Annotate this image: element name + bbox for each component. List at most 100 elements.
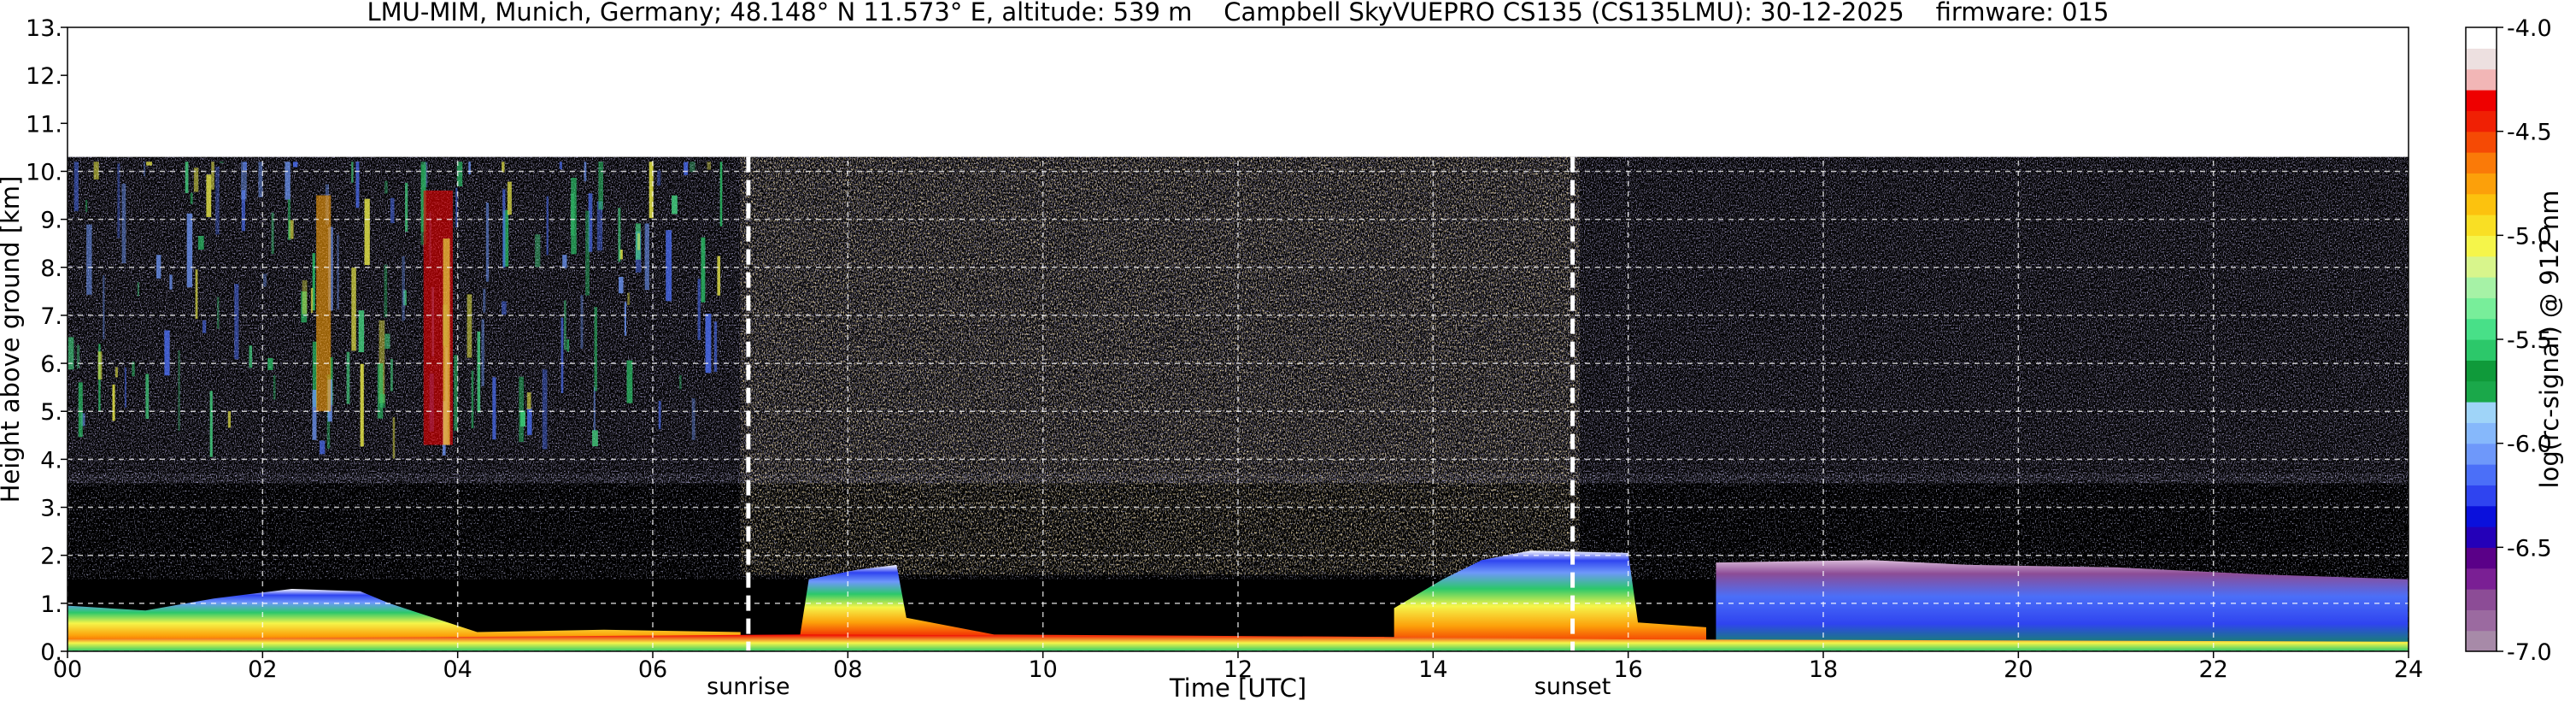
y-tick-label: 13.	[26, 15, 62, 42]
cirrus-streak	[273, 375, 276, 400]
y-tick-label: 6.	[40, 351, 62, 378]
cirrus-streaks	[67, 162, 723, 459]
cirrus-streak	[209, 391, 213, 457]
cirrus-streak	[73, 162, 79, 212]
cirrus-streak	[155, 255, 161, 279]
y-tick-label: 10.	[26, 159, 62, 185]
cirrus-streak	[85, 199, 88, 213]
cirrus-streak	[468, 162, 471, 174]
cirrus-streak	[346, 351, 350, 404]
cirrus-streak	[684, 162, 689, 175]
y-tick-label: 7.	[40, 303, 62, 330]
cirrus-streak	[186, 213, 193, 288]
cirrus-streak	[502, 301, 507, 315]
cirrus-streak	[546, 196, 549, 256]
colorbar-segment	[2466, 256, 2497, 278]
cirrus-streak	[310, 287, 314, 314]
colorbar-segment	[2466, 464, 2497, 485]
cirrus-streak	[241, 190, 246, 232]
y-tick-label: 9.	[40, 208, 62, 234]
cirrus-streak	[477, 331, 481, 413]
cirrus-streak	[566, 338, 570, 352]
cirrus-streak	[215, 166, 220, 235]
cirrus-streak	[481, 319, 484, 386]
cirrus-streak	[360, 363, 364, 447]
cirrus-streak	[78, 382, 83, 438]
cirrus-streak	[562, 255, 567, 268]
cirrus-streak	[263, 274, 267, 287]
colorbar	[2466, 27, 2497, 652]
cirrus-streak	[713, 321, 718, 372]
cirrus-streak	[691, 397, 695, 440]
y-tick-label: 2.	[40, 544, 62, 570]
colorbar-segment	[2466, 402, 2497, 423]
cirrus-streak	[585, 210, 590, 296]
colorbar-segment	[2466, 277, 2497, 298]
x-tick-label: 08	[833, 656, 862, 683]
cirrus-streak	[267, 358, 273, 370]
cirrus-streak	[707, 162, 712, 170]
cirrus-streak	[377, 363, 384, 419]
colorbar-tick-label: -6.0	[2507, 432, 2552, 458]
cirrus-streak	[596, 201, 603, 251]
cirrus-streak	[392, 417, 396, 459]
x-tick-label: 22	[2198, 656, 2227, 683]
cirrus-streak	[390, 197, 395, 224]
cirrus-streak	[169, 274, 173, 290]
cirrus-streak	[588, 193, 593, 252]
cirrus-streak	[571, 177, 577, 255]
colorbar-segment	[2466, 235, 2497, 257]
cirrus-streak	[717, 256, 721, 296]
cirrus-streak	[405, 182, 408, 232]
colorbar-segment	[2466, 152, 2497, 174]
cirrus-streak	[243, 162, 247, 171]
cirrus-streak	[132, 362, 135, 377]
residual-layer-evening	[1716, 560, 2409, 651]
y-tick-label: 1.	[40, 591, 62, 618]
cirrus-streak	[503, 209, 509, 267]
cirrus-streak	[287, 198, 290, 240]
cirrus-streak	[507, 181, 512, 215]
cirrus-streak	[202, 320, 207, 333]
x-tick-labels: 00 02 04 06 08 10 12 14 16 18 20 22 24	[53, 651, 2423, 683]
cirrus-streak	[117, 163, 120, 238]
cirrus-streak	[285, 162, 290, 200]
cirrus-streak	[679, 374, 682, 390]
cirrus-streak	[624, 302, 626, 336]
cirrus-streak	[402, 256, 405, 321]
cirrus-streak	[593, 386, 596, 432]
y-tick-label: 3.	[40, 496, 62, 522]
cirrus-streak	[627, 292, 630, 305]
colorbar-tick-label: -4.0	[2507, 15, 2552, 42]
cirrus-streak	[211, 162, 214, 190]
y-tick-label: 11.	[26, 111, 62, 138]
noise-band-midday	[740, 156, 1580, 575]
cirrus-streak	[76, 344, 80, 368]
colorbar-segment	[2466, 485, 2497, 507]
colorbar-tick-label: -5.5	[2507, 327, 2552, 354]
cirrus-streak	[67, 337, 74, 370]
x-tick-label: 02	[248, 656, 277, 683]
cirrus-core	[443, 238, 450, 445]
cirrus-streak	[420, 162, 426, 232]
cirrus-streak	[249, 345, 253, 368]
cirrus-streak	[227, 411, 232, 428]
cirrus-streak	[185, 162, 189, 193]
x-tick-label: 18	[1809, 656, 1838, 683]
cirrus-streak	[351, 162, 354, 183]
cirrus-streak	[424, 162, 428, 187]
cirrus-streak	[626, 360, 633, 403]
cirrus-streak	[701, 237, 706, 303]
x-axis-label: Time [UTC]	[1169, 674, 1306, 703]
boundary-layer-morning	[67, 589, 741, 651]
cirrus-streak	[206, 174, 212, 217]
cirrus-streak	[390, 358, 393, 391]
cirrus-streak	[288, 220, 294, 239]
colorbar-segment	[2466, 318, 2497, 340]
colorbar-segment	[2466, 90, 2497, 111]
cirrus-streak	[485, 203, 490, 282]
cirrus-streak	[234, 284, 239, 360]
chart-title: LMU-MIM, Munich, Germany; 48.148° N 11.5…	[367, 0, 2110, 26]
colorbar-segment	[2466, 360, 2497, 382]
